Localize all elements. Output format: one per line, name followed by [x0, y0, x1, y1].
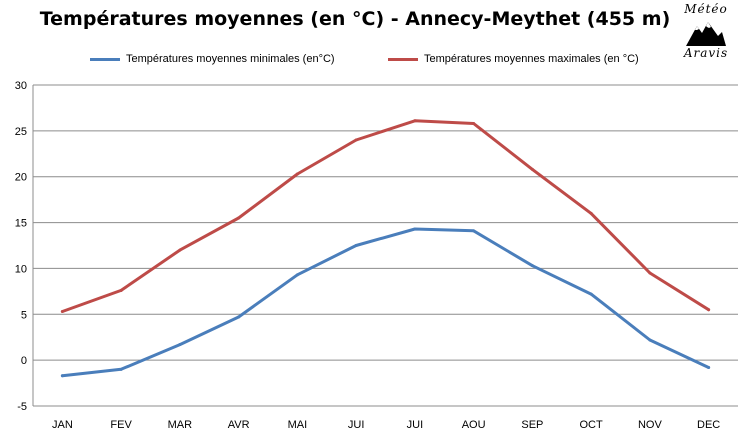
y-tick-label: 10 [15, 263, 27, 275]
data-point [119, 288, 123, 292]
x-tick-label: SEP [521, 419, 543, 431]
x-tick-label: JAN [52, 419, 73, 431]
data-point [295, 172, 299, 176]
data-point [648, 338, 652, 342]
logo-top-text: Météo [684, 2, 728, 16]
chart-title: Températures moyennes (en °C) - Annecy-M… [39, 8, 671, 30]
x-tick-label: JUI [348, 419, 365, 431]
data-point [413, 227, 417, 231]
legend-swatch-max [388, 57, 418, 61]
series-line-min [60, 227, 711, 378]
data-point [354, 138, 358, 142]
logo-bottom-text: Aravis [683, 46, 729, 60]
x-tick-label: NOV [638, 419, 663, 431]
y-tick-label: 25 [15, 126, 27, 138]
data-point [60, 310, 64, 314]
x-tick-label: FEV [110, 419, 132, 431]
data-point [707, 365, 711, 369]
legend-entry-min: Températures moyennes minimales (en°C) [90, 52, 335, 66]
y-tick-label: 30 [15, 80, 27, 92]
x-tick-label: AOU [462, 419, 486, 431]
data-point [472, 229, 476, 233]
data-point [178, 343, 182, 347]
data-point [178, 248, 182, 252]
x-tick-label: MAI [288, 419, 308, 431]
x-tick-label: OCT [580, 419, 604, 431]
legend-entry-max: Températures moyennes maximales (en °C) [388, 52, 639, 66]
y-tick-label: -5 [17, 401, 27, 413]
x-tick-label: JUI [407, 419, 424, 431]
data-point [413, 119, 417, 123]
data-point [119, 367, 123, 371]
y-tick-label: 20 [15, 172, 27, 184]
legend-swatch-min [90, 57, 120, 61]
data-point [530, 264, 534, 268]
x-tick-label: AVR [228, 419, 250, 431]
y-tick-label: 0 [21, 355, 27, 367]
data-point [472, 122, 476, 126]
legend-label-max: Températures moyennes maximales (en °C) [424, 53, 639, 65]
x-tick-label: DEC [697, 419, 720, 431]
data-point [237, 216, 241, 220]
x-tick-label: MAR [168, 419, 193, 431]
y-tick-label: 5 [21, 309, 27, 321]
data-point [530, 167, 534, 171]
data-point [648, 271, 652, 275]
data-point [589, 211, 593, 215]
data-point [60, 374, 64, 378]
meteo-aravis-logo: Météo Aravis [677, 2, 735, 64]
series-line-max [60, 119, 711, 313]
y-tick-label: 15 [15, 218, 27, 230]
legend-label-min: Températures moyennes minimales (en°C) [126, 53, 335, 65]
mountain-icon [686, 22, 726, 46]
data-point [295, 273, 299, 277]
data-point [237, 315, 241, 319]
data-point [589, 292, 593, 296]
data-point [354, 244, 358, 247]
data-point [707, 308, 711, 312]
